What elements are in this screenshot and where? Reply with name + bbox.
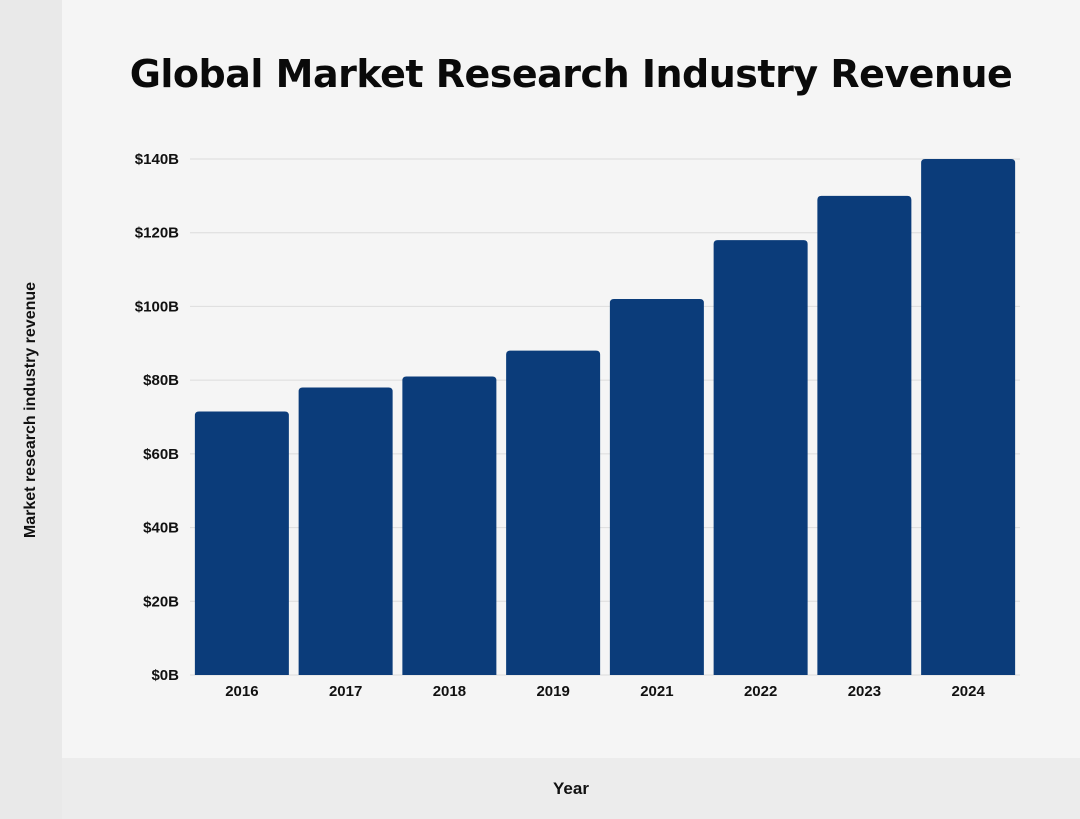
x-axis-label: Year — [553, 779, 589, 798]
bar-2016 — [194, 411, 289, 675]
left-band — [0, 0, 62, 819]
bottom-band — [62, 758, 1080, 819]
y-tick-label: $80B — [143, 372, 179, 389]
x-tick-label: 2022 — [744, 683, 777, 700]
x-tick-label: 2024 — [951, 683, 985, 700]
bar-2019 — [506, 350, 601, 675]
bar-2023 — [817, 195, 912, 675]
x-tick-label: 2023 — [848, 683, 881, 700]
chart-title: Global Market Research Industry Revenue — [129, 52, 1013, 96]
y-tick-label: $120B — [135, 225, 179, 242]
y-tick-label: $60B — [143, 446, 179, 463]
y-tick-label: $100B — [135, 298, 179, 315]
bar-2021 — [609, 299, 704, 675]
x-tick-label: 2018 — [433, 683, 466, 700]
y-tick-label: $40B — [143, 520, 179, 537]
bar-2018 — [402, 376, 497, 675]
bar-2017 — [298, 387, 393, 675]
y-tick-label: $20B — [143, 593, 179, 610]
x-tick-label: 2017 — [329, 683, 362, 700]
y-tick-label: $140B — [135, 151, 179, 168]
bar-2024 — [921, 159, 1016, 675]
x-tick-label: 2021 — [640, 683, 673, 700]
bar-2022 — [713, 240, 808, 676]
x-tick-label: 2019 — [536, 683, 569, 700]
x-tick-label: 2016 — [225, 683, 258, 700]
y-tick-label: $0B — [151, 667, 179, 684]
